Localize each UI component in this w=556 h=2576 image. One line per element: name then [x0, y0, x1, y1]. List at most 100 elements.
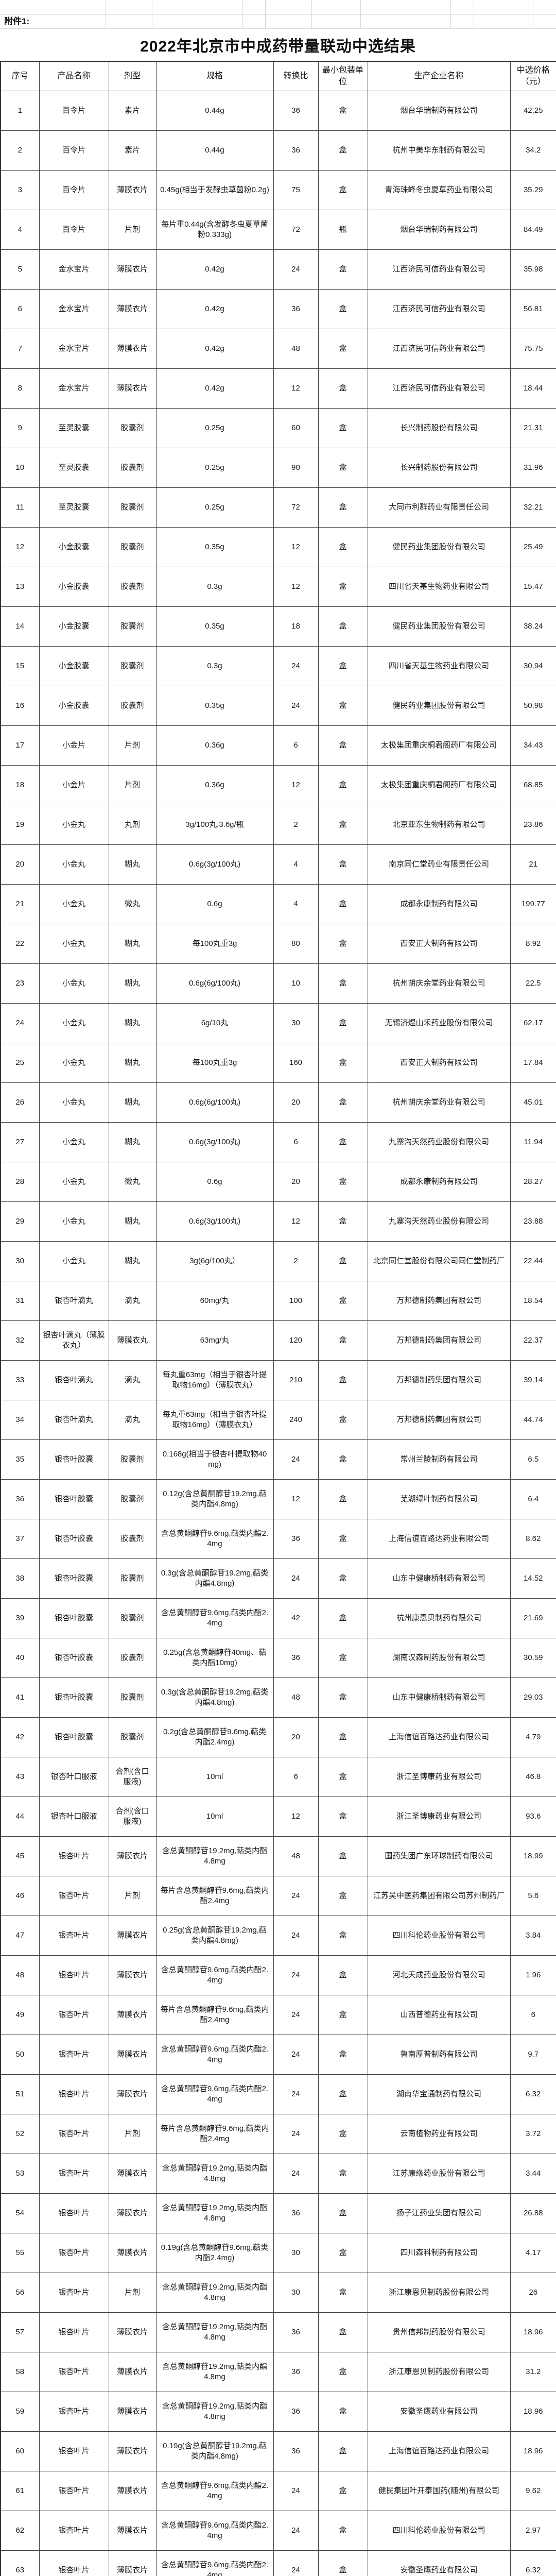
cell-price: 35.29 [510, 170, 556, 210]
cell-product-name: 至灵胶囊 [39, 408, 109, 448]
cell-spec: 每丸重63mg（相当于银杏叶提取物16mg）（薄膜衣丸） [155, 1400, 274, 1440]
cell-conversion-ratio: 60 [273, 408, 319, 448]
cell-dosage-form: 糊丸 [108, 1201, 157, 1242]
table-row: 20 小金丸 糊丸 0.6g(3g/100丸) 4 盒南京同仁堂药业有限责任公司 21 [0, 844, 556, 885]
cell-conversion-ratio: 24 [273, 2471, 319, 2511]
cell-conversion-ratio: 24 [273, 2511, 319, 2551]
cell-manufacturer: 杭州中美华东制药有限公司 [367, 130, 511, 171]
table-row: 12 小金胶囊 胶囊剂 0.35g 12 盒健民药业集团股份有限公司 25.49 [0, 527, 556, 567]
cell-manufacturer: 湖南华宝通制药有限公司 [367, 2074, 511, 2114]
cell-product-name: 金水宝片 [39, 249, 109, 290]
column-header-index: 序号 [0, 61, 40, 91]
cell-dosage-form: 薄膜衣片 [108, 2074, 157, 2114]
cell-spec: 0.35g [155, 527, 274, 567]
cell-package-unit: 盒 [318, 1519, 368, 1559]
cell-price: 6.32 [510, 2074, 556, 2114]
cell-dosage-form: 薄膜衣片 [108, 2511, 157, 2551]
spreadsheet-gridline [360, 0, 361, 29]
cell-conversion-ratio: 36 [273, 2312, 319, 2352]
column-header-spec: 规格 [155, 61, 274, 91]
cell-package-unit: 盒 [318, 844, 368, 885]
cell-manufacturer: 长兴制药股份有限公司 [367, 448, 511, 488]
cell-conversion-ratio: 24 [273, 2550, 319, 2576]
cell-index: 56 [0, 2273, 40, 2313]
cell-price: 50.98 [510, 686, 556, 726]
cell-package-unit: 盒 [318, 2392, 368, 2432]
cell-spec: 0.35g [155, 606, 274, 647]
cell-package-unit: 盒 [318, 1558, 368, 1599]
cell-product-name: 小金胶囊 [39, 606, 109, 647]
cell-price: 46.8 [510, 1757, 556, 1797]
table-row: 62 银杏叶片 薄膜衣片 含总黄酮醇苷9.6mg,萜类内酯2.4mg 24 盒四川科伦药业… [0, 2511, 556, 2551]
cell-price: 18.44 [510, 368, 556, 409]
cell-price: 3.84 [510, 1916, 556, 1956]
cell-dosage-form: 胶囊剂 [108, 606, 157, 647]
cell-index: 42 [0, 1717, 40, 1757]
cell-product-name: 银杏叶片 [39, 2035, 109, 2075]
cell-index: 39 [0, 1598, 40, 1638]
cell-conversion-ratio: 36 [273, 1519, 319, 1559]
cell-manufacturer: 青海珠峰冬虫夏草药业有限公司 [367, 170, 511, 210]
cell-price: 18.96 [510, 2312, 556, 2352]
cell-manufacturer: 浙江康恩贝制药股份有限公司 [367, 2352, 511, 2392]
cell-manufacturer: 江西济民可信药业有限公司 [367, 249, 511, 290]
cell-package-unit: 盒 [318, 686, 368, 726]
cell-spec: 0.42g [155, 249, 274, 290]
cell-dosage-form: 薄膜衣片 [108, 1916, 157, 1956]
table-row: 6 金水宝片 薄膜衣片 0.42g 36 盒江西济民可信药业有限公司 56.81 [0, 289, 556, 329]
table-row: 28 小金丸 微丸 0.6g 20 盒成都永康制药有限公司 28.27 [0, 1162, 556, 1202]
cell-price: 17.84 [510, 1043, 556, 1083]
cell-conversion-ratio: 30 [273, 2273, 319, 2313]
cell-spec: 10ml [155, 1797, 274, 1837]
cell-index: 52 [0, 2114, 40, 2154]
cell-product-name: 银杏叶片 [39, 2273, 109, 2313]
cell-manufacturer: 大同市利群药业有限责任公司 [367, 487, 511, 528]
cell-package-unit: 盒 [318, 725, 368, 766]
cell-manufacturer: 南京同仁堂药业有限责任公司 [367, 844, 511, 885]
table-row: 46 银杏叶片 片剂 每片含总黄酮醇苷9.6mg,萜类内酯2.4mg 24 盒江苏吴中医药… [0, 1876, 556, 1916]
cell-spec: 0.25g(含总黄酮醇苷19.2mg,萜类内酯4.8mg) [155, 1916, 274, 1956]
cell-package-unit: 盒 [318, 91, 368, 131]
table-row: 2 百令片 素片 0.44g 36 盒杭州中美华东制药有限公司 34.2 [0, 130, 556, 171]
cell-price: 15.47 [510, 567, 556, 607]
cell-spec: 每片重0.44g(含发酵冬虫夏草菌粉0.333g) [155, 210, 274, 250]
cell-product-name: 小金丸 [39, 884, 109, 924]
cell-product-name: 银杏叶胶囊 [39, 1638, 109, 1678]
title-row: 2022年北京市中成药带量联动中选结果 [0, 29, 556, 61]
cell-package-unit: 盒 [318, 1797, 368, 1837]
cell-dosage-form: 素片 [108, 130, 157, 171]
cell-manufacturer: 健民药业集团股份有限公司 [367, 527, 511, 567]
cell-product-name: 银杏叶滴丸 [39, 1400, 109, 1440]
cell-index: 51 [0, 2074, 40, 2114]
cell-index: 38 [0, 1558, 40, 1599]
cell-spec: 0.45g(相当于发酵虫草菌粉0.2g) [155, 170, 274, 210]
table-row: 17 小金片 片剂 0.36g 6 盒太极集团重庆桐君阁药厂有限公司 34.43 [0, 725, 556, 766]
cell-dosage-form: 合剂(含口服液) [108, 1797, 157, 1837]
cell-conversion-ratio: 90 [273, 448, 319, 488]
cell-conversion-ratio: 24 [273, 1916, 319, 1956]
cell-index: 47 [0, 1916, 40, 1956]
cell-price: 11.94 [510, 1122, 556, 1162]
cell-index: 6 [0, 289, 40, 329]
cell-product-name: 银杏叶片 [39, 2114, 109, 2154]
cell-spec: 含总黄酮醇苷19.2mg,萜类内酯4.8mg [155, 1836, 274, 1876]
cell-dosage-form: 糊丸 [108, 1241, 157, 1281]
cell-dosage-form: 薄膜衣片 [108, 368, 157, 409]
cell-manufacturer: 安徽圣鹰药业有限公司 [367, 2392, 511, 2432]
cell-price: 1.96 [510, 1955, 556, 1995]
cell-conversion-ratio: 24 [273, 2074, 319, 2114]
cell-conversion-ratio: 36 [273, 2392, 319, 2432]
cell-package-unit: 盒 [318, 2273, 368, 2313]
cell-price: 39.14 [510, 1360, 556, 1400]
table-row: 56 银杏叶片 片剂 含总黄酮醇苷19.2mg,萜类内酯4.8mg 30 盒浙江康恩贝制药… [0, 2273, 556, 2313]
cell-package-unit: 盒 [318, 1003, 368, 1043]
cell-manufacturer: 健民药业集团股份有限公司 [367, 606, 511, 647]
cell-package-unit: 盒 [318, 1043, 368, 1083]
cell-package-unit: 盒 [318, 2193, 368, 2233]
cell-manufacturer: 北京同仁堂股份有限公司同仁堂制药厂 [367, 1241, 511, 1281]
cell-index: 10 [0, 448, 40, 488]
cell-manufacturer: 健民药业集团股份有限公司 [367, 686, 511, 726]
spreadsheet-gridline [0, 14, 556, 15]
table-row: 59 银杏叶片 薄膜衣片 含总黄酮醇苷19.2mg,萜类内酯4.8mg 36 盒安徽圣鹰药… [0, 2392, 556, 2432]
cell-conversion-ratio: 210 [273, 1360, 319, 1400]
